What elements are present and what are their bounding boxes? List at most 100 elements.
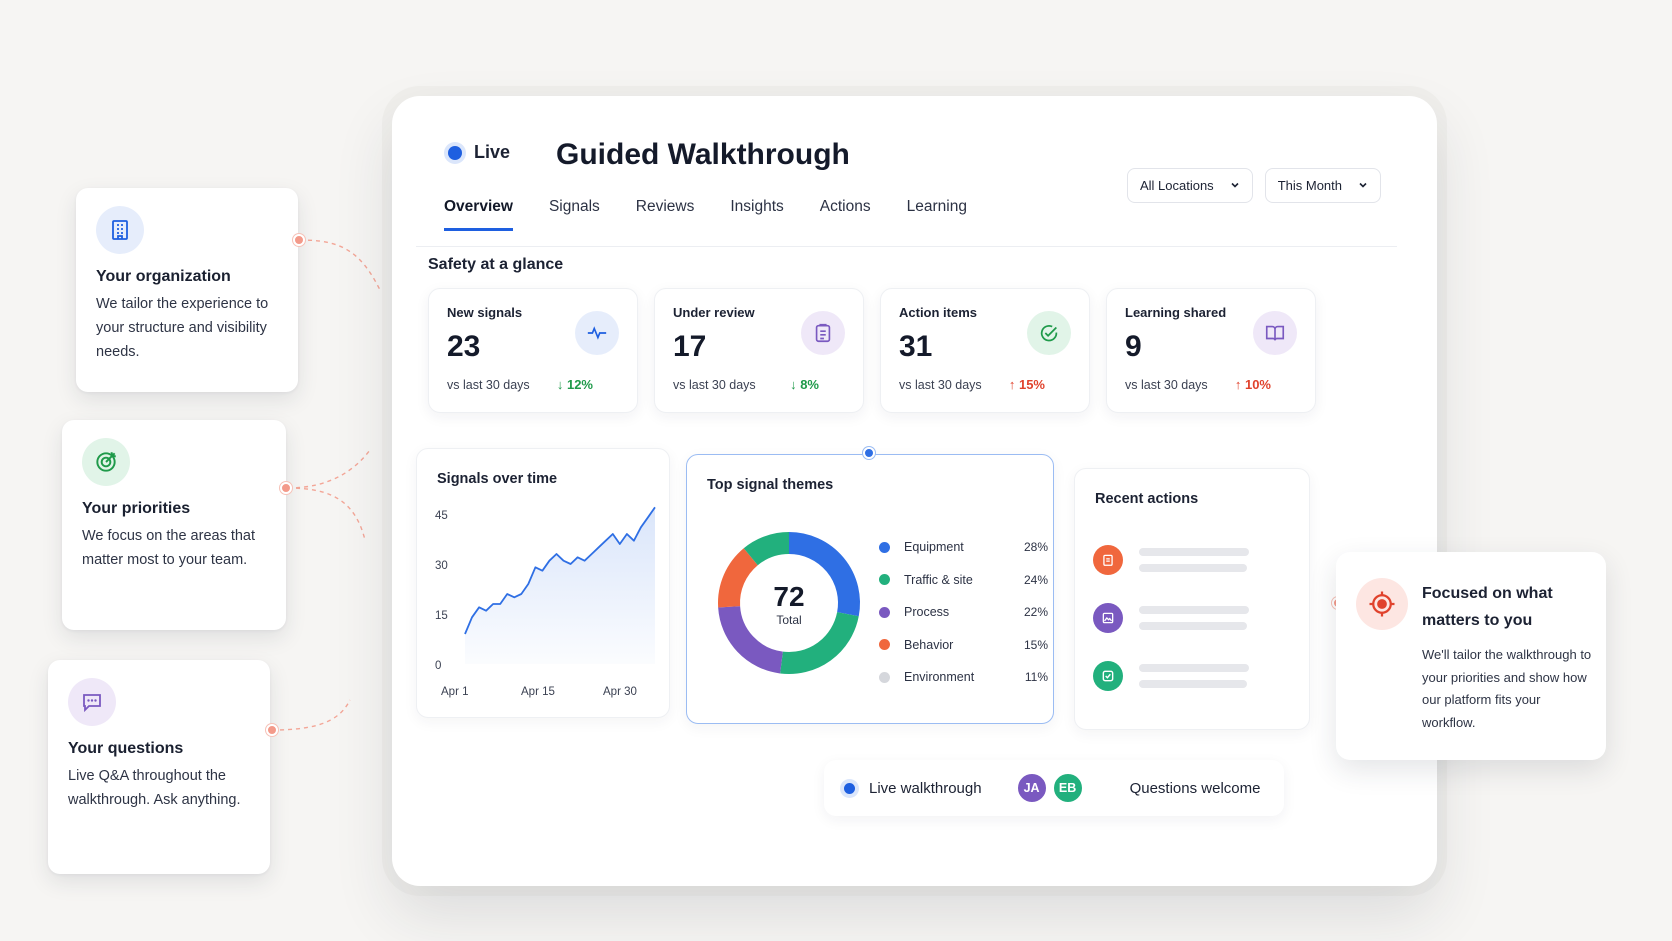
priorities-text: We focus on the areas that matter most t…: [82, 528, 256, 568]
organization-text: We tailor the experience to your structu…: [96, 296, 269, 360]
card-handle-dot: [863, 447, 875, 459]
questions-title: Your questions: [68, 740, 184, 757]
chevron-down-icon: [1230, 178, 1240, 193]
target-check-icon: [82, 438, 130, 486]
recent-action-item[interactable]: [1093, 647, 1293, 705]
legend-dot: [879, 574, 890, 586]
tab-actions[interactable]: Actions: [819, 198, 871, 215]
y-tick-label: 30: [435, 560, 448, 572]
live-label: Live: [474, 142, 511, 162]
donut-title: Top signal themes: [707, 477, 834, 493]
donut-slice[interactable]: [718, 605, 784, 674]
legend-item: Process 22%: [879, 596, 1048, 629]
donut-slice[interactable]: [743, 532, 790, 566]
avatar[interactable]: EB: [1051, 772, 1084, 804]
live-walkthrough-bar: Live walkthrough JA EB Questions welcome: [824, 760, 1284, 816]
organization-title: Your organization: [96, 268, 231, 285]
pulse-icon: [575, 311, 619, 355]
line-series: [464, 506, 656, 635]
priorities-card: Your priorities We focus on the areas th…: [62, 420, 286, 630]
connector-dot: [280, 482, 292, 494]
tab-reviews[interactable]: Reviews: [635, 198, 695, 215]
donut-slice[interactable]: [788, 532, 860, 617]
chat-bubble-icon: [68, 678, 116, 726]
target-icon: [1356, 578, 1408, 630]
dashboard-panel: Live Guided Walkthrough All Locations Th…: [392, 96, 1437, 886]
section-title: Safety at a glance: [428, 256, 564, 273]
stat-delta: ↓ 12%: [556, 377, 593, 392]
legend-item: Environment 11%: [879, 661, 1048, 694]
tab-bar: Overview Signals Reviews Insights Action…: [444, 198, 967, 231]
legend-label: Equipment: [904, 540, 964, 555]
x-tick-label: Apr 30: [603, 686, 637, 698]
stat-card-learning-shared[interactable]: Learning shared 9 vs last 30 days ↑ 10%: [1106, 288, 1316, 413]
clipboard-icon: [801, 311, 845, 355]
tab-insights[interactable]: Insights: [730, 198, 784, 215]
donut-chart: [718, 532, 860, 674]
stat-card-action-items[interactable]: Action items 31 vs last 30 days ↑ 15%: [880, 288, 1090, 413]
chevron-down-icon: [1358, 178, 1368, 193]
legend-dot: [879, 541, 890, 553]
stat-subtext: vs last 30 days: [1125, 378, 1208, 392]
legend-percent: 11%: [1024, 670, 1048, 685]
avatar[interactable]: JA: [1015, 772, 1048, 804]
book-icon: [1253, 311, 1297, 355]
live-dot-icon: [448, 145, 462, 160]
y-tick-label: 45: [435, 510, 448, 522]
placeholder-line: [1139, 664, 1249, 672]
x-tick-label: Apr 1: [441, 686, 469, 698]
priorities-title: Your priorities: [82, 500, 191, 517]
legend-item: Equipment 28%: [879, 531, 1048, 564]
recent-actions-card: Recent actions: [1074, 468, 1310, 730]
stat-value: 9: [1125, 330, 1142, 363]
stat-subtext: vs last 30 days: [899, 378, 982, 392]
donut-total-value: 72: [773, 581, 805, 612]
stat-card-under-review[interactable]: Under review 17 vs last 30 days ↓ 8%: [654, 288, 864, 413]
legend-percent: 22%: [1023, 605, 1048, 620]
line-chart: 45 30 15 0 Apr 1 Apr 15 Apr 30: [435, 506, 656, 698]
connector-dot: [266, 724, 278, 736]
stat-card-new-signals[interactable]: New signals 23 vs last 30 days ↓ 12%: [428, 288, 638, 413]
recent-action-item[interactable]: [1093, 589, 1293, 647]
donut-slice[interactable]: [718, 548, 759, 608]
focus-text: We'll tailor the walkthrough to your pri…: [1422, 647, 1592, 730]
legend-label: Environment: [904, 670, 975, 685]
stat-delta: ↑ 10%: [1234, 377, 1271, 392]
organization-card: Your organization We tailor the experien…: [76, 188, 298, 392]
recent-action-item[interactable]: [1093, 531, 1293, 589]
stat-value: 23: [447, 330, 481, 363]
questions-text: Live Q&A throughout the walkthrough. Ask…: [68, 768, 241, 808]
page-title: Guided Walkthrough: [556, 138, 850, 171]
legend-percent: 24%: [1023, 572, 1048, 587]
tab-learning[interactable]: Learning: [906, 198, 967, 215]
stat-delta: ↓ 8%: [790, 377, 819, 392]
placeholder-line: [1139, 606, 1249, 614]
legend-percent: 28%: [1023, 540, 1048, 555]
signals-over-time-card: Signals over time 45 30 15 0 Apr 1 Apr 1…: [416, 448, 670, 718]
building-icon: [96, 206, 144, 254]
focus-card: Focused on what matters to you We'll tai…: [1336, 552, 1606, 760]
legend-label: Traffic & site: [904, 572, 973, 587]
legend-item: Behavior 15%: [879, 629, 1048, 662]
y-tick-label: 15: [435, 610, 448, 622]
top-signal-themes-card[interactable]: Top signal themes 72 Total Equipment 28% T…: [686, 447, 1054, 724]
tab-signals[interactable]: Signals: [548, 198, 600, 215]
y-tick-label: 0: [435, 660, 441, 672]
legend-dot: [879, 606, 890, 618]
line-area: [465, 507, 655, 664]
location-select[interactable]: All Locations: [1126, 168, 1253, 203]
questions-card: Your questions Live Q&A throughout the w…: [48, 660, 270, 874]
donut-legend: Equipment 28% Traffic & site 24% Process 22% B…: [879, 531, 1048, 694]
stat-value: 31: [899, 330, 933, 363]
questions-welcome-label: Questions welcome: [1129, 779, 1261, 797]
donut-slice[interactable]: [780, 611, 859, 674]
line-chart-title: Signals over time: [437, 471, 558, 487]
tab-overview[interactable]: Overview: [444, 198, 513, 231]
legend-item: Traffic & site 24%: [879, 564, 1048, 597]
donut-total-label: Total: [776, 613, 802, 627]
stat-delta: ↑ 15%: [1008, 377, 1045, 392]
tabs-divider: [416, 246, 1397, 247]
period-select[interactable]: This Month: [1264, 168, 1381, 203]
placeholder-line: [1139, 622, 1247, 630]
live-badge: Live: [448, 142, 510, 163]
